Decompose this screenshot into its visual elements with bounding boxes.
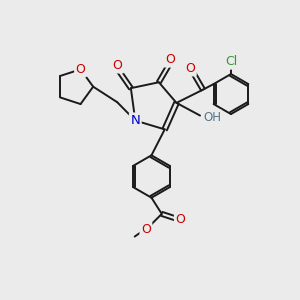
Text: O: O — [165, 53, 175, 66]
Text: Cl: Cl — [225, 55, 237, 68]
Text: OH: OH — [203, 110, 221, 124]
Text: O: O — [176, 213, 185, 226]
Text: O: O — [76, 63, 85, 76]
Text: O: O — [141, 223, 151, 236]
Text: O: O — [113, 59, 122, 72]
Text: O: O — [185, 62, 195, 75]
Text: N: N — [130, 114, 140, 127]
